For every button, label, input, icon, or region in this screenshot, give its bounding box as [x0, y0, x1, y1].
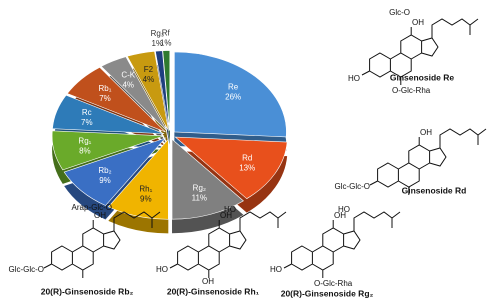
value-label: 7% [81, 118, 93, 127]
group-label: OH [412, 18, 424, 27]
value-label: 9% [99, 176, 111, 185]
slice-label: F2 [144, 65, 154, 74]
slice-label: Rd [242, 153, 252, 162]
group-label: OH [94, 211, 106, 220]
group-label: Glc-Glc-O [8, 265, 44, 274]
group-label: Glc-Glc-O [334, 182, 370, 191]
group-label: O-Glc-Rha [392, 86, 431, 95]
slice [51, 130, 165, 171]
group-label: OH [202, 277, 214, 286]
value-label: 13% [239, 163, 255, 172]
slice [174, 51, 287, 138]
slice-label: Rg₂ [193, 184, 206, 193]
group-label: Glc-O [389, 8, 410, 17]
slice [171, 138, 244, 220]
slice-label: Rg₁ [78, 137, 91, 146]
slice [100, 56, 168, 132]
group-label: Arap-Glc-O [72, 203, 112, 212]
structure-name: 20(R)-Ginsenoside Rh₁ [167, 286, 260, 296]
value-label: 4% [122, 81, 134, 90]
value-label: 9% [140, 195, 152, 204]
slice [126, 50, 169, 131]
slice [63, 137, 167, 206]
slice [162, 50, 171, 131]
structure: HO OH HO OH 20(R)-Ginsenoside Rh₁ [156, 205, 287, 296]
structure-name: Ginsenoside Re [390, 72, 455, 82]
group-label: O-Glc-Rha [314, 279, 353, 288]
slice [174, 136, 288, 200]
value-label: 26% [225, 93, 241, 102]
group-label: HO [156, 265, 168, 274]
value-label: 11% [192, 194, 207, 203]
slice [52, 94, 165, 135]
slice [155, 50, 170, 131]
pie: Re26%Rd13%Rg₂11%Rh₁9%Rb₂9%Rg₁8%Rc7%Rb₁7%… [51, 29, 288, 234]
slice-label: Re [228, 83, 239, 92]
value-label: 8% [79, 147, 91, 156]
value-label: 7% [99, 94, 111, 103]
group-label: HO [338, 205, 350, 214]
structure: OH Glc-Glc-O Ginsenoside Rd [334, 128, 487, 196]
slice-label: Rh₁ [139, 185, 152, 194]
value-label: 4% [143, 75, 155, 84]
slice-label: Rb₂ [98, 166, 111, 175]
group-label: OH [420, 128, 432, 137]
slice-label: Rg₃ [151, 29, 164, 38]
structure-name: 20(R)-Ginsenoside Rb₂ [41, 286, 134, 296]
skeleton [283, 211, 401, 279]
slice-label: Rf [162, 29, 171, 38]
value-label: 1% [160, 39, 172, 48]
value-label: 1% [152, 39, 164, 48]
group-label: HO [270, 265, 282, 274]
group-label: HO [348, 74, 360, 83]
structure-name: Ginsenoside Rd [402, 185, 467, 195]
structure: Arap-Glc-O OH Glc-Glc-O 20(R)-Ginsenosid… [8, 203, 161, 296]
structure-name: 20(R)-Ginsenoside Rg₂ [281, 288, 374, 298]
group-label: OH [220, 211, 232, 220]
slice [66, 66, 166, 133]
group-label: HO [224, 205, 236, 214]
structure: HO OH HO O-Glc-Rha 20(R)-Ginsenoside Rg₂ [270, 205, 401, 298]
slice-label: Rc [82, 108, 92, 117]
structure: Glc-O OH HO O-Glc-Rha Ginsenoside Re [348, 8, 479, 95]
slice-label: C-K [121, 71, 135, 80]
slice-label: Rb₁ [99, 84, 112, 93]
group-label: OH [334, 211, 346, 220]
